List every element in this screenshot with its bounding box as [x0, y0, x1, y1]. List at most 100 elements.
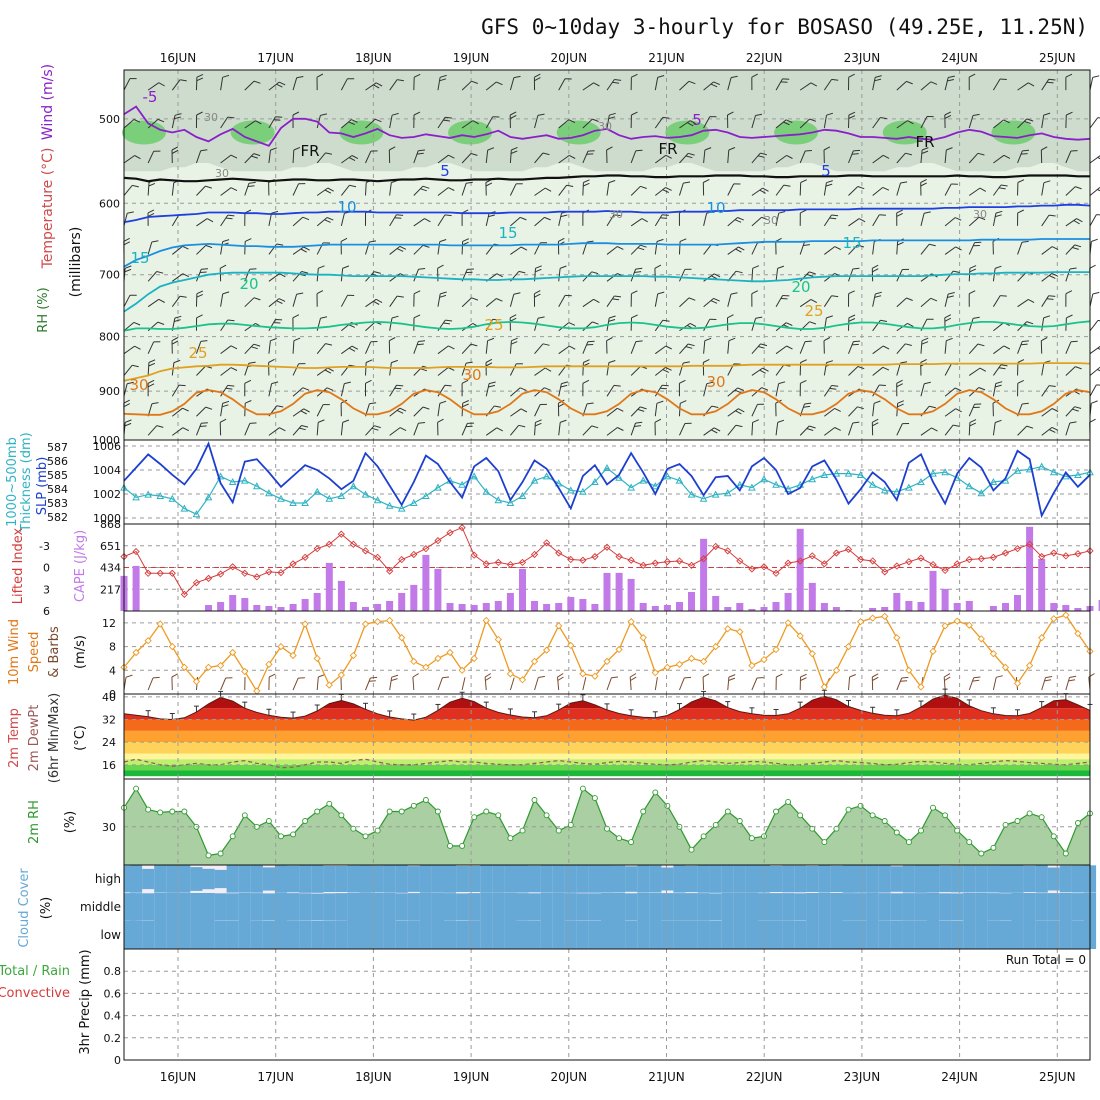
wind-barb-flag: [123, 241, 131, 246]
precip-tick-label: 0.6: [104, 987, 122, 1000]
wind-barb-flag: [249, 422, 257, 424]
wind-barb: [630, 341, 637, 354]
upper-air-axis-label: Temperature (°C): [40, 148, 56, 270]
cloud-cell-high: [528, 865, 541, 893]
rh2m-marker: [712, 821, 719, 828]
cloud-cell-low: [287, 921, 300, 949]
wind-barb-flag: [874, 295, 882, 298]
wind-barb-flag: [688, 297, 696, 301]
wind-barb: [437, 677, 443, 691]
wind-barb-flag: [535, 422, 542, 427]
day-label-bottom: 22JUN: [746, 1070, 783, 1084]
cloud-cell-low: [1047, 921, 1060, 949]
wind-barb-flag: [158, 82, 165, 87]
wind-barb: [703, 298, 714, 308]
wind-barb: [558, 383, 562, 397]
rh2m-axis-label: 2m RH: [27, 800, 42, 844]
wind-barb-flag: [1045, 676, 1053, 679]
cloud-cell-middle: [1071, 893, 1084, 921]
wind-barb: [1017, 150, 1023, 164]
wind-barb: [534, 152, 544, 164]
wind-barb: [340, 422, 344, 436]
cloud-cell-middle: [504, 893, 517, 921]
wind-speed-marker: [386, 616, 394, 625]
wind-barb: [582, 298, 594, 308]
wind-speed-marker: [398, 634, 406, 642]
precip-axis-label: 3hr Precip (mm): [78, 949, 93, 1054]
wind-barb-flag: [569, 154, 576, 159]
wind-barb: [1065, 244, 1076, 255]
wind-barb: [944, 408, 956, 417]
wind-barb: [968, 242, 976, 255]
wind-barb: [678, 241, 681, 255]
wind-barb-flag: [125, 419, 132, 423]
wind-tick-label: 12: [102, 617, 116, 630]
pressure-tick-label: 1000: [92, 434, 120, 447]
cape-bar: [869, 608, 877, 611]
thickness-marker: [228, 477, 237, 485]
wind-speed-marker: [216, 661, 225, 670]
lifted-index-marker: [699, 555, 708, 563]
temperature-band: [124, 759, 1090, 765]
wind-speed-marker: [301, 620, 309, 628]
wind-barb: [437, 116, 446, 129]
wind-barb-flag: [413, 314, 421, 319]
thickness-marker: [156, 491, 165, 499]
wind-speed-marker: [1050, 615, 1058, 623]
wind-barb: [389, 246, 401, 255]
wind-barb: [727, 217, 738, 227]
lifted-index-marker: [989, 553, 998, 561]
wind-barb-flag: [640, 185, 647, 189]
wind-barb-flag: [634, 271, 642, 273]
wind-barb: [1065, 366, 1076, 376]
wind-barb-flag: [679, 379, 686, 384]
wind-barb: [340, 295, 348, 307]
rh2m-area: [124, 788, 1090, 865]
cape-tick-label: 217: [100, 583, 121, 596]
cape-bar: [724, 607, 732, 611]
cloud-cell-middle: [407, 893, 420, 921]
rh2m-marker: [616, 835, 623, 842]
cloud-cell-low: [1059, 921, 1072, 949]
cloud-cell-high: [552, 865, 565, 893]
wind-barb-flag: [413, 111, 421, 116]
wind-speed-marker: [917, 683, 925, 691]
wind-barb: [629, 676, 632, 691]
cloud-cell-low: [951, 921, 964, 949]
wind-barb: [220, 345, 232, 355]
wind-barb: [848, 406, 858, 417]
cape-bar: [1050, 603, 1058, 611]
wind-barb-flag: [831, 385, 839, 387]
wind-barb: [678, 269, 686, 282]
cloud-cell-high: [516, 865, 529, 893]
wind-barb: [558, 422, 561, 436]
wind-barb-flag: [230, 154, 238, 159]
wind-barb-flag: [1046, 81, 1054, 84]
wind-barb-flag: [834, 427, 841, 431]
wind-barb-flag: [591, 425, 599, 429]
wind-barb-flag: [851, 153, 859, 155]
wind-barb-flag: [800, 379, 807, 384]
wind-barb-flag: [318, 674, 325, 678]
wind-barb-flag: [348, 324, 356, 328]
wind-barb-flag: [568, 322, 576, 326]
wind-barb-flag: [123, 403, 131, 408]
wind-barb-flag: [301, 271, 309, 274]
wind-barb: [268, 243, 278, 255]
lifted-index-tick-label: 0: [43, 562, 50, 575]
wind-barb-flag: [665, 187, 672, 191]
wind-barb-flag: [391, 112, 399, 116]
wind-barb-flag: [592, 118, 599, 122]
isotherm-label: 5: [821, 162, 831, 180]
wind-barb-flag: [296, 292, 304, 295]
cape-bar: [832, 607, 840, 611]
wind-barb: [654, 117, 664, 129]
wind-barb: [678, 362, 684, 376]
wind-barb: [220, 214, 229, 227]
cloud-cell-high: [238, 865, 251, 893]
wind-speed-marker: [579, 670, 587, 678]
wind-barb: [751, 242, 758, 255]
day-label-bottom: 16JUN: [160, 1070, 197, 1084]
cloud-cell-middle: [395, 893, 408, 921]
